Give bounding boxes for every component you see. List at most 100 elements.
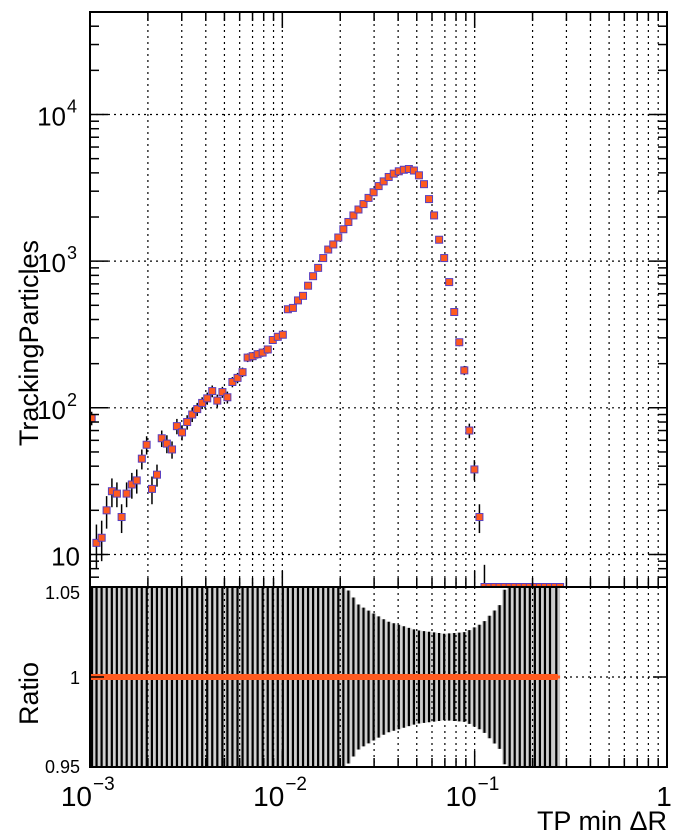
data-point-series-2 bbox=[330, 241, 337, 248]
top-axis-ticks bbox=[90, 11, 667, 588]
ratio-point bbox=[415, 674, 422, 680]
ratio-point bbox=[279, 674, 286, 680]
ratio-point bbox=[148, 674, 155, 680]
data-point-series-2 bbox=[259, 349, 266, 356]
y-tick-exponent: 2 bbox=[67, 390, 77, 410]
x-tick-exponent: −3 bbox=[93, 774, 115, 795]
ratio-point bbox=[209, 674, 216, 680]
data-point-series-2 bbox=[305, 282, 312, 289]
data-point-series-2 bbox=[410, 167, 417, 174]
data-point-series-2 bbox=[400, 166, 407, 173]
ratio-point bbox=[441, 674, 448, 680]
data-point-series-2 bbox=[446, 279, 453, 286]
ratio-point bbox=[305, 674, 312, 680]
data-point-series-2 bbox=[531, 584, 538, 587]
data-point-series-2 bbox=[169, 446, 176, 453]
ratio-point bbox=[436, 674, 443, 680]
data-point-series-2 bbox=[244, 354, 251, 361]
ratio-point bbox=[325, 674, 332, 680]
data-point-series-2 bbox=[360, 201, 367, 208]
data-point-series-2 bbox=[365, 194, 372, 201]
ratio-point bbox=[113, 674, 120, 680]
ratio-point bbox=[300, 674, 307, 680]
ratio-point bbox=[431, 674, 438, 680]
data-point-series-2 bbox=[269, 337, 276, 344]
data-point-series-2 bbox=[279, 331, 286, 338]
ratio-point bbox=[526, 674, 533, 680]
ratio-point bbox=[133, 674, 140, 680]
ratio-point bbox=[310, 674, 317, 680]
data-point-series-2 bbox=[148, 485, 155, 492]
data-point-series-2 bbox=[163, 440, 170, 447]
ratio-point bbox=[501, 674, 508, 680]
data-point-series-2 bbox=[420, 181, 427, 188]
data-point-series-2 bbox=[516, 584, 523, 587]
ratio-point bbox=[390, 674, 397, 680]
x-tick-exponent: −1 bbox=[478, 774, 500, 795]
data-point-series-2 bbox=[526, 584, 533, 587]
x-tick-exponent: −2 bbox=[285, 774, 307, 795]
ratio-point bbox=[335, 674, 342, 680]
data-point-series-2 bbox=[93, 539, 100, 546]
ratio-point bbox=[486, 674, 493, 680]
ratio-point bbox=[194, 674, 201, 680]
y-tick-exponent: 4 bbox=[67, 97, 77, 117]
ratio-point bbox=[365, 674, 372, 680]
ratio-point bbox=[420, 674, 427, 680]
ratio-point bbox=[138, 674, 145, 680]
data-point-series-2 bbox=[511, 584, 518, 587]
data-point-series-2 bbox=[113, 490, 120, 497]
ratio-point bbox=[506, 674, 513, 680]
ratio-point bbox=[234, 674, 241, 680]
bottom-y-axis-label: Ratio bbox=[14, 662, 44, 725]
data-point-series-2 bbox=[234, 374, 241, 381]
data-point-series-2 bbox=[536, 584, 543, 587]
ratio-point bbox=[108, 674, 115, 680]
x-axis-label: TP min ΔR bbox=[537, 806, 667, 836]
data-point-series-2 bbox=[249, 353, 256, 360]
ratio-point bbox=[118, 674, 125, 680]
ratio-point bbox=[340, 674, 347, 680]
ratio-point bbox=[536, 674, 543, 680]
y-tick-label: 10 bbox=[37, 248, 66, 278]
data-point-series-2 bbox=[395, 168, 402, 175]
data-point-series-2 bbox=[380, 178, 387, 185]
data-point-series-2 bbox=[143, 441, 150, 448]
data-point-series-2 bbox=[557, 584, 564, 587]
data-point-series-2 bbox=[426, 196, 433, 203]
data-point-series-2 bbox=[552, 584, 559, 587]
bottom-panel-frame bbox=[89, 586, 668, 768]
x-tick-label: 10 bbox=[253, 781, 284, 812]
data-point-series-2 bbox=[441, 255, 448, 262]
ratio-point bbox=[446, 674, 453, 680]
ratio-point bbox=[284, 674, 291, 680]
data-point-series-2 bbox=[491, 584, 498, 587]
data-point-series-2 bbox=[173, 423, 180, 430]
ratio-point bbox=[476, 674, 483, 680]
ratio-point bbox=[259, 674, 266, 680]
ratio-point bbox=[264, 674, 271, 680]
ratio-point bbox=[254, 674, 261, 680]
data-point-series-2 bbox=[476, 514, 483, 521]
ratio-point bbox=[360, 674, 367, 680]
data-point-series-2 bbox=[289, 304, 296, 311]
ratio-point bbox=[269, 674, 276, 680]
data-point-series-2 bbox=[405, 166, 412, 173]
data-point-series-2 bbox=[415, 172, 422, 179]
data-point-series-2 bbox=[355, 206, 362, 213]
data-point-series-2 bbox=[184, 419, 191, 426]
data-point-series-2 bbox=[229, 378, 236, 385]
y-tick-label: 10 bbox=[51, 541, 80, 571]
ratio-point bbox=[199, 674, 206, 680]
data-point-series-2 bbox=[98, 534, 105, 541]
ratio-point bbox=[229, 674, 236, 680]
y-tick-exponent: 3 bbox=[67, 243, 77, 263]
data-point-series-2 bbox=[315, 264, 322, 271]
ratio-point bbox=[294, 674, 301, 680]
ratio-point bbox=[330, 674, 337, 680]
ratio-point bbox=[224, 674, 231, 680]
data-point-series-2 bbox=[254, 351, 261, 358]
data-point-series-2 bbox=[461, 367, 468, 374]
